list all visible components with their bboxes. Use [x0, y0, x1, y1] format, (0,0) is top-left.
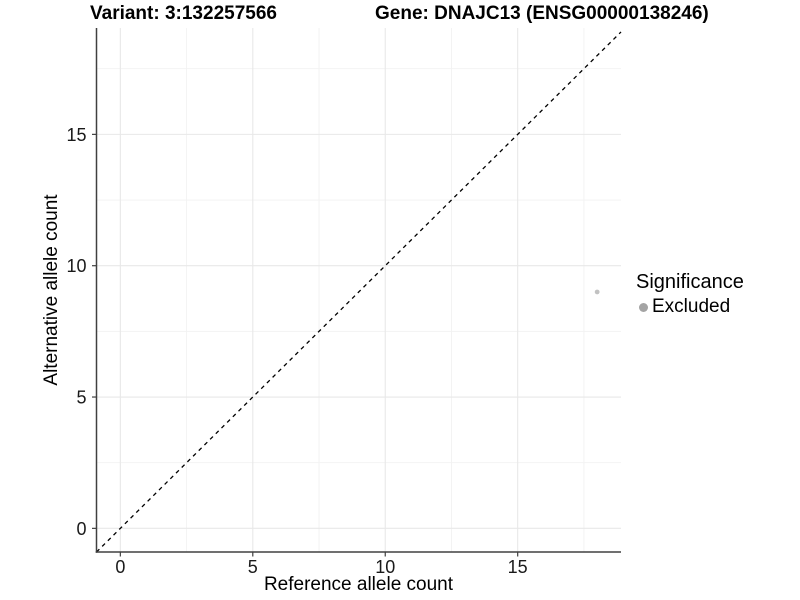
variant-title: Variant: 3:132257566	[90, 3, 277, 24]
excluded-point-swatch-icon	[639, 302, 648, 312]
x-tick-label: 5	[248, 557, 258, 577]
identity-dashed-line	[96, 31, 622, 553]
y-tick-label: 0	[76, 519, 86, 539]
gene-title: Gene: DNAJC13 (ENSG00000138246)	[375, 3, 709, 24]
x-tick-label: 15	[508, 557, 528, 577]
legend-item-label: Excluded	[652, 296, 731, 317]
y-tick-label: 10	[66, 256, 86, 276]
legend-item-excluded: Excluded	[639, 296, 744, 318]
x-axis-title: Reference allele count	[263, 574, 454, 595]
y-tick-label: 15	[66, 125, 86, 145]
legend-title: Significance	[636, 271, 744, 293]
x-tick-label: 0	[115, 557, 125, 577]
x-tick-label: 10	[375, 557, 395, 577]
y-axis-title: Alternative allele count	[41, 194, 62, 386]
y-tick-label: 5	[76, 388, 86, 408]
legend: Significance Excluded	[636, 271, 744, 318]
data-point	[594, 289, 600, 295]
